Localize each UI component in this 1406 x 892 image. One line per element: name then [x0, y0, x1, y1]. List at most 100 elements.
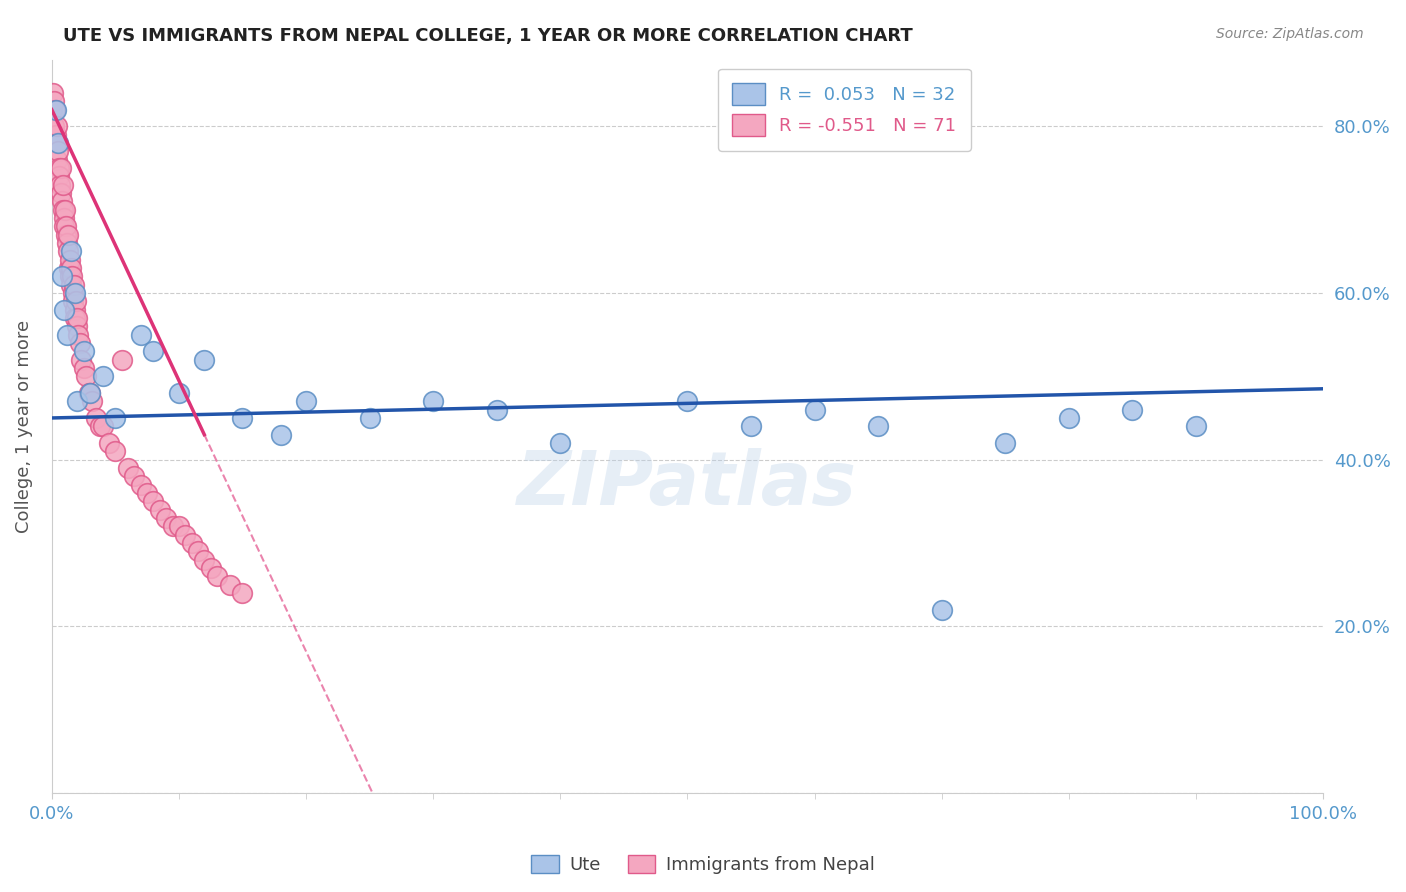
Point [931, 602, 953, 616]
Point [270, 427, 292, 442]
Point [1057, 411, 1080, 425]
Point [52, 211, 75, 225]
Point [51, 269, 73, 284]
Point [104, 411, 127, 425]
Point [59, 260, 82, 275]
Legend: Ute, Immigrants from Nepal: Ute, Immigrants from Nepal [523, 846, 883, 883]
Point [51, 186, 73, 200]
Point [48, 169, 70, 184]
Point [55, 227, 77, 242]
Point [72, 361, 94, 376]
Point [58, 227, 80, 242]
Point [136, 486, 159, 500]
Point [58, 252, 80, 267]
Point [56, 235, 79, 250]
Point [231, 411, 253, 425]
Point [117, 461, 139, 475]
Point [49, 161, 72, 175]
Point [295, 394, 318, 409]
Point [1185, 419, 1208, 434]
Point [66, 394, 89, 409]
Point [803, 402, 825, 417]
Point [63, 302, 86, 317]
Point [45, 136, 67, 150]
Point [187, 544, 209, 558]
Point [193, 352, 215, 367]
Point [205, 569, 228, 583]
Point [65, 310, 87, 325]
Point [104, 444, 127, 458]
Point [49, 178, 72, 192]
Y-axis label: College, 1 year or more: College, 1 year or more [15, 319, 32, 533]
Point [97, 436, 120, 450]
Point [45, 103, 67, 117]
Point [46, 153, 69, 167]
Point [46, 136, 69, 150]
Point [46, 145, 69, 159]
Point [67, 327, 90, 342]
Point [53, 302, 76, 317]
Point [167, 386, 190, 401]
Point [91, 419, 114, 434]
Point [740, 419, 762, 434]
Point [44, 120, 66, 134]
Point [60, 269, 83, 284]
Text: UTE VS IMMIGRANTS FROM NEPAL COLLEGE, 1 YEAR OR MORE CORRELATION CHART: UTE VS IMMIGRANTS FROM NEPAL COLLEGE, 1 … [63, 27, 912, 45]
Point [65, 294, 87, 309]
Point [51, 194, 73, 209]
Point [868, 419, 890, 434]
Point [55, 219, 77, 234]
Point [44, 103, 66, 117]
Point [142, 494, 165, 508]
Point [485, 402, 508, 417]
Point [62, 294, 84, 309]
Point [162, 519, 184, 533]
Point [149, 502, 172, 516]
Point [42, 95, 65, 109]
Point [548, 436, 571, 450]
Point [56, 327, 79, 342]
Point [63, 285, 86, 300]
Point [155, 511, 177, 525]
Point [41, 103, 63, 117]
Point [359, 411, 381, 425]
Point [65, 319, 87, 334]
Point [89, 419, 111, 434]
Point [231, 586, 253, 600]
Point [45, 128, 67, 142]
Point [180, 536, 202, 550]
Point [69, 335, 91, 350]
Point [200, 561, 222, 575]
Point [51, 178, 73, 192]
Point [111, 352, 134, 367]
Text: Source: ZipAtlas.com: Source: ZipAtlas.com [1216, 27, 1364, 41]
Point [66, 310, 89, 325]
Point [53, 202, 76, 217]
Point [42, 86, 65, 100]
Point [72, 344, 94, 359]
Point [422, 394, 444, 409]
Point [45, 120, 67, 134]
Point [82, 394, 104, 409]
Point [53, 219, 76, 234]
Point [75, 369, 97, 384]
Point [56, 244, 79, 259]
Point [77, 386, 100, 401]
Point [79, 386, 101, 401]
Point [62, 285, 84, 300]
Point [129, 327, 152, 342]
Point [52, 202, 75, 217]
Point [218, 577, 240, 591]
Point [193, 552, 215, 566]
Point [91, 369, 114, 384]
Point [70, 352, 93, 367]
Point [142, 344, 165, 359]
Point [79, 386, 101, 401]
Point [59, 269, 82, 284]
Point [48, 161, 70, 175]
Point [84, 411, 107, 425]
Point [59, 244, 82, 259]
Point [1121, 402, 1143, 417]
Point [174, 527, 197, 541]
Point [167, 519, 190, 533]
